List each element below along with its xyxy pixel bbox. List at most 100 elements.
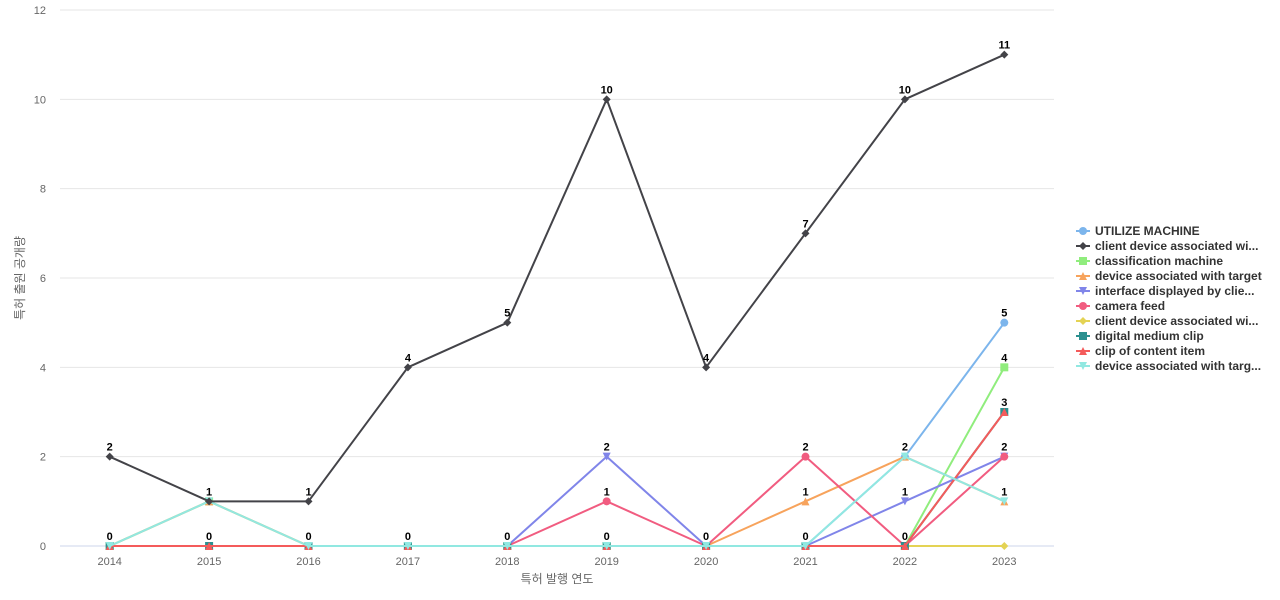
data-point	[900, 95, 909, 104]
data-label: 10	[899, 84, 911, 96]
legend-label: client device associated wi...	[1095, 314, 1258, 328]
legend-label: classification machine	[1095, 254, 1223, 268]
x-tick-label: 2016	[296, 556, 320, 568]
y-tick-label: 6	[40, 273, 46, 285]
data-label: 10	[601, 84, 613, 96]
data-point	[1079, 317, 1087, 325]
x-tick-label: 2014	[97, 556, 121, 568]
data-point	[602, 95, 611, 104]
data-point	[702, 363, 711, 372]
x-tick-label: 2018	[495, 556, 519, 568]
data-label: 0	[206, 531, 212, 543]
data-point	[1000, 452, 1009, 461]
data-label: 0	[703, 531, 709, 543]
series-line	[109, 411, 1006, 547]
data-point	[900, 497, 909, 506]
data-point	[1079, 302, 1087, 310]
grid-lines	[60, 9, 1054, 458]
data-point	[1079, 347, 1087, 355]
series-line	[109, 455, 1005, 547]
legend-item: UTILIZE MACHINE	[1076, 224, 1200, 238]
data-label: 2	[107, 442, 113, 454]
legend-item: digital medium clip	[1076, 329, 1204, 343]
data-point	[304, 497, 313, 506]
x-tick-label: 2021	[793, 556, 817, 568]
data-label: 0	[405, 531, 411, 543]
y-tick-label: 12	[34, 5, 46, 17]
x-tick-label: 2015	[197, 556, 221, 568]
data-point	[1079, 287, 1087, 295]
x-tick-label: 2023	[992, 556, 1016, 568]
series-1	[105, 50, 1009, 506]
legend-label: digital medium clip	[1095, 329, 1204, 343]
y-axis-title: 특허 출원 공개량	[13, 236, 27, 320]
y-tick-label: 8	[40, 184, 46, 196]
data-label: 2	[802, 442, 808, 454]
data-point	[1079, 332, 1087, 340]
data-point	[801, 497, 810, 506]
data-label: 5	[504, 308, 510, 320]
legend-label: interface displayed by clie...	[1095, 284, 1254, 298]
data-point	[205, 542, 214, 550]
data-point	[403, 542, 412, 550]
data-point	[801, 542, 810, 550]
data-point	[304, 542, 313, 550]
data-point	[702, 542, 711, 550]
data-point	[1000, 318, 1009, 327]
data-point	[1000, 363, 1009, 372]
legend-item: device associated with target	[1076, 269, 1262, 283]
data-label: 7	[802, 218, 808, 230]
legend-label: device associated with targ...	[1095, 359, 1261, 373]
legend-item: device associated with targ...	[1076, 359, 1261, 373]
data-label: 0	[504, 531, 510, 543]
data-label: 1	[206, 486, 212, 498]
data-label: 0	[604, 531, 610, 543]
data-point	[801, 229, 810, 238]
data-label: 1	[604, 486, 610, 498]
series-line	[109, 322, 1006, 547]
data-point	[602, 452, 611, 461]
data-point	[1079, 272, 1087, 280]
data-point	[403, 363, 412, 372]
y-tick-label: 2	[40, 452, 46, 464]
data-label: 2	[604, 442, 610, 454]
series-line	[109, 411, 1006, 547]
x-tick-label: 2017	[396, 556, 420, 568]
data-point	[1079, 257, 1087, 265]
x-axis-ticks: 2014 2015 2016 2017 2018 2019 2020 2021 2022 2023	[97, 556, 1016, 568]
data-point	[1000, 542, 1009, 550]
data-point	[503, 318, 512, 327]
x-tick-label: 2022	[893, 556, 917, 568]
data-label: 1	[1001, 486, 1007, 498]
data-point	[503, 542, 512, 550]
data-label: 11	[998, 40, 1010, 52]
series-9	[105, 452, 1009, 550]
x-tick-label: 2020	[694, 556, 718, 568]
series-lines	[105, 50, 1009, 550]
data-label: 0	[902, 531, 908, 543]
x-axis-title: 특허 발행 연도	[521, 571, 594, 586]
y-tick-label: 4	[40, 362, 46, 374]
data-label: 2	[1001, 442, 1007, 454]
data-point	[602, 542, 611, 550]
y-tick-label: 0	[40, 541, 46, 553]
data-label: 1	[305, 486, 311, 498]
data-point	[1000, 50, 1009, 59]
data-label: 4	[405, 352, 412, 364]
data-label: 4	[1001, 352, 1008, 364]
data-point	[205, 497, 214, 506]
series-8	[105, 408, 1009, 550]
series-line	[109, 53, 1005, 503]
data-point	[105, 452, 114, 461]
data-label: 1	[902, 486, 908, 498]
legend-label: client device associated wi...	[1095, 239, 1258, 253]
data-point	[900, 452, 909, 461]
legend-item: client device associated wi...	[1076, 239, 1258, 253]
data-label: 0	[802, 531, 808, 543]
data-label: 3	[1001, 397, 1007, 409]
data-label: 0	[305, 531, 311, 543]
legend-label: UTILIZE MACHINE	[1095, 224, 1200, 238]
